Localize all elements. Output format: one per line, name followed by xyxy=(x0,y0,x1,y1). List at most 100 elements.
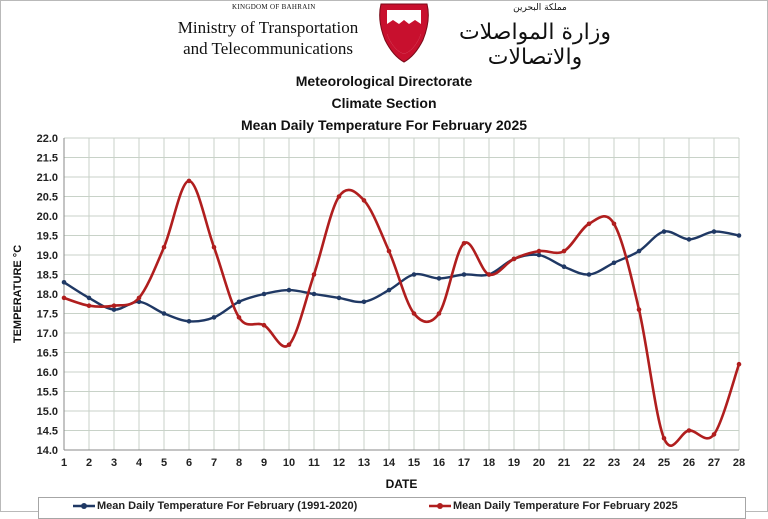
data-point-normal xyxy=(336,295,342,301)
data-point-normal xyxy=(411,272,417,277)
y-tick-label: 15.0 xyxy=(37,406,58,418)
data-point-normal xyxy=(386,287,392,293)
data-point-normal xyxy=(586,272,592,277)
data-point-2025 xyxy=(136,295,142,301)
data-point-2025 xyxy=(111,303,117,309)
x-tick-label: 17 xyxy=(458,457,470,469)
data-point-normal xyxy=(686,237,692,242)
data-point-normal xyxy=(661,229,667,234)
chart-title-line3: Mean Daily Temperature For February 2025 xyxy=(240,117,528,133)
y-tick-label: 21.5 xyxy=(37,153,58,165)
x-tick-label: 21 xyxy=(558,457,570,469)
data-point-2025 xyxy=(636,307,642,312)
y-tick-label: 20.0 xyxy=(37,211,58,223)
data-point-2025 xyxy=(486,272,492,277)
x-tick-label: 5 xyxy=(161,457,167,469)
y-tick-label: 16.0 xyxy=(37,367,58,379)
y-tick-label: 16.5 xyxy=(37,348,58,360)
y-tick-label: 21.0 xyxy=(37,172,58,184)
y-tick-label: 14.5 xyxy=(37,426,58,438)
data-point-2025 xyxy=(161,244,167,250)
data-point-normal xyxy=(261,291,267,297)
arabic-kingdom-label: مملكة البحرين xyxy=(513,3,567,13)
x-tick-label: 16 xyxy=(433,457,445,469)
x-tick-label: 7 xyxy=(211,457,217,469)
data-point-2025 xyxy=(86,303,92,309)
x-tick-label: 1 xyxy=(61,457,67,469)
data-point-2025 xyxy=(561,248,567,254)
x-tick-label: 27 xyxy=(708,457,720,469)
legend-label-2025: Mean Daily Temperature For February 2025 xyxy=(453,500,678,512)
series-line-2025 xyxy=(63,179,741,447)
data-point-normal xyxy=(436,276,442,281)
data-point-normal xyxy=(311,291,317,297)
data-point-2025 xyxy=(536,248,542,254)
data-point-2025 xyxy=(311,272,317,277)
data-point-normal xyxy=(111,307,117,312)
data-point-2025 xyxy=(736,361,742,367)
data-point-normal xyxy=(611,260,617,266)
x-tick-label: 18 xyxy=(483,457,495,469)
data-point-normal xyxy=(161,311,167,316)
x-tick-label: 15 xyxy=(408,457,420,469)
data-point-2025 xyxy=(286,342,292,348)
data-point-2025 xyxy=(236,315,242,320)
data-point-normal xyxy=(211,315,217,320)
legend-swatch-normal xyxy=(73,503,95,510)
data-point-normal xyxy=(61,280,67,285)
x-tick-label: 4 xyxy=(136,457,143,469)
x-tick-label: 12 xyxy=(333,457,345,469)
data-point-2025 xyxy=(261,322,267,328)
y-tick-label: 19.5 xyxy=(37,231,58,243)
legend-label-normal: Mean Daily Temperature For February (199… xyxy=(97,500,358,512)
x-tick-label: 28 xyxy=(733,457,745,469)
data-point-normal xyxy=(536,252,542,258)
data-point-normal xyxy=(361,299,367,305)
x-tick-label: 13 xyxy=(358,457,370,469)
chart-legend: Mean Daily Temperature For February (199… xyxy=(38,497,746,519)
y-tick-label: 20.5 xyxy=(37,192,58,204)
data-point-2025 xyxy=(611,221,617,227)
x-tick-label: 24 xyxy=(633,457,646,469)
data-point-normal xyxy=(711,229,717,234)
kingdom-label: KINGDOM OF BAHRAIN xyxy=(232,3,316,11)
data-point-2025 xyxy=(411,311,417,316)
data-point-normal xyxy=(636,248,642,254)
data-point-normal xyxy=(286,287,292,293)
x-tick-label: 22 xyxy=(583,457,595,469)
x-tick-label: 25 xyxy=(658,457,670,469)
y-tick-label: 17.5 xyxy=(37,309,58,321)
y-tick-label: 18.0 xyxy=(37,289,58,301)
x-tick-label: 23 xyxy=(608,457,620,469)
data-point-2025 xyxy=(461,241,467,246)
data-point-normal xyxy=(86,295,92,301)
y-tick-label: 17.0 xyxy=(37,328,58,340)
legend-item-2025: Mean Daily Temperature For February 2025 xyxy=(429,500,678,512)
legend-item-normal: Mean Daily Temperature For February (199… xyxy=(73,500,357,512)
ministry-name-line1: Ministry of Transportation xyxy=(177,18,359,37)
arabic-ministry-name: وزارة المواصلات والاتصالات xyxy=(458,20,612,70)
chart-title-line2: Climate Section xyxy=(331,95,437,111)
data-point-2025 xyxy=(686,428,692,433)
x-tick-label: 10 xyxy=(283,457,295,469)
data-point-normal xyxy=(236,299,242,305)
x-tick-label: 19 xyxy=(508,457,520,469)
data-point-2025 xyxy=(436,311,442,316)
ministry-name: Ministry of Transportation and Telecommu… xyxy=(168,17,368,59)
x-axis-title: DATE xyxy=(386,477,418,491)
data-point-2025 xyxy=(661,436,667,441)
data-point-2025 xyxy=(511,256,517,262)
data-point-2025 xyxy=(711,432,717,437)
x-tick-label: 3 xyxy=(111,457,117,469)
data-point-normal xyxy=(561,264,567,270)
data-point-normal xyxy=(736,233,742,238)
bahrain-emblem-icon xyxy=(379,3,429,63)
x-tick-label: 6 xyxy=(186,457,192,469)
x-tick-label: 2 xyxy=(86,457,92,469)
y-tick-label: 19.0 xyxy=(37,250,58,262)
data-point-normal xyxy=(461,272,467,277)
data-point-2025 xyxy=(211,244,217,250)
x-tick-label: 14 xyxy=(383,457,396,469)
x-tick-label: 20 xyxy=(533,457,545,469)
